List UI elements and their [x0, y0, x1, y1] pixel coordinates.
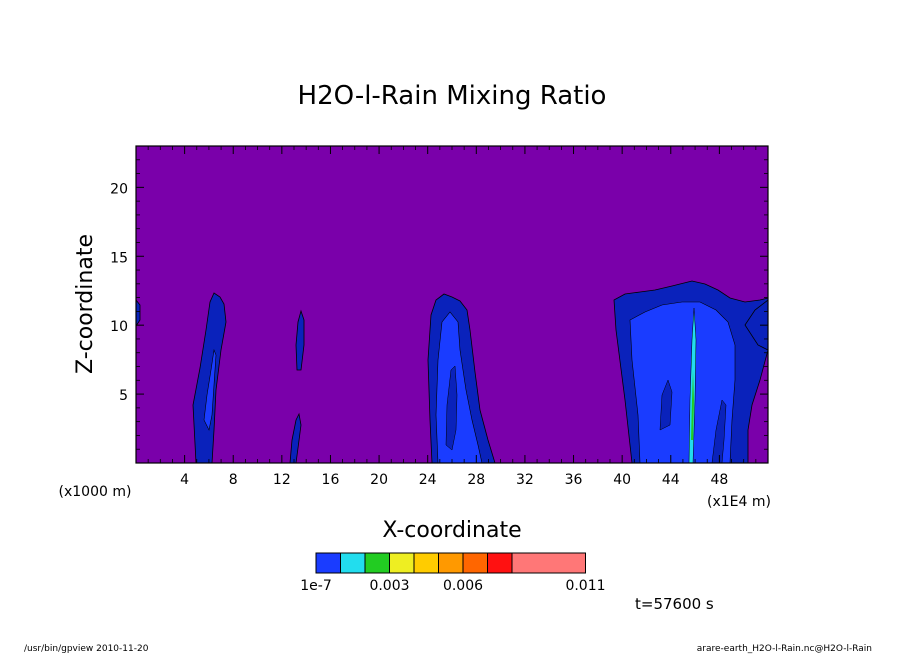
- chart-title: H2O-l-Rain Mixing Ratio: [298, 81, 607, 111]
- contour-mid-column-x6: [203, 348, 217, 431]
- contour-dark-column-x13-lower: [289, 412, 302, 464]
- colorbar-labels: 1e-7 0.003 0.006 0.011: [300, 578, 605, 594]
- contour-inner-complex-x45: [659, 379, 673, 431]
- x-tick-label: 16: [322, 472, 340, 488]
- x-tick-label: 36: [565, 472, 583, 488]
- colorbar-cell: [340, 552, 366, 574]
- colorbar-cell: [462, 552, 488, 574]
- contour-mid-complex-x45: [629, 301, 736, 464]
- x-tick-label: 12: [273, 472, 291, 488]
- contour-green-x45: [691, 370, 694, 440]
- x-tick-label: 8: [229, 472, 238, 488]
- x-tick-label: 40: [613, 472, 631, 488]
- colorbar-cell: [487, 552, 513, 574]
- colorbar-cell: [511, 552, 586, 574]
- colorbar-label: 0.011: [565, 578, 605, 594]
- contour-core-column-x26: [445, 365, 458, 451]
- x-tick-label: 28: [467, 472, 485, 488]
- x-axis-label: X-coordinate: [382, 518, 521, 543]
- x-tick-label: 20: [370, 472, 388, 488]
- contour-layer: [135, 280, 769, 464]
- y-tick-label: 15: [110, 250, 128, 266]
- y-tick-label: 20: [110, 181, 128, 197]
- colorbar-cell: [389, 552, 415, 574]
- y-axis-label: Z-coordinate: [73, 234, 98, 374]
- colorbar-cell: [438, 552, 464, 574]
- x-scale-label: (x1E4 m): [707, 494, 771, 510]
- footer-left: /usr/bin/gpview 2010-11-20: [24, 644, 149, 654]
- x-axis-ticks: 4 8 12 16 20 24 28 32 36 40 44 48: [147, 146, 757, 488]
- x-unit-label: (x1000 m): [59, 484, 132, 500]
- x-tick-label: 48: [710, 472, 728, 488]
- y-tick-label: 5: [119, 388, 128, 404]
- colorbar-cell: [315, 552, 341, 574]
- x-tick-label: 44: [662, 472, 680, 488]
- colorbar-label: 0.006: [443, 578, 483, 594]
- y-tick-label: 10: [110, 319, 128, 335]
- contour-dark-column-x13-upper: [295, 309, 305, 371]
- footer-right: arare-earth_H2O-l-Rain.nc@H2O-l-Rain: [697, 644, 872, 654]
- colorbar: [315, 552, 586, 574]
- colorbar-cell: [364, 552, 390, 574]
- colorbar-label: 0.003: [369, 578, 409, 594]
- x-tick-label: 32: [516, 472, 534, 488]
- x-tick-label: 4: [180, 472, 189, 488]
- time-label: t=57600 s: [635, 595, 714, 613]
- colorbar-cell: [413, 552, 439, 574]
- y-axis-ticks: 5 10 15 20: [110, 159, 768, 450]
- colorbar-label: 1e-7: [300, 578, 331, 594]
- x-tick-label: 24: [419, 472, 437, 488]
